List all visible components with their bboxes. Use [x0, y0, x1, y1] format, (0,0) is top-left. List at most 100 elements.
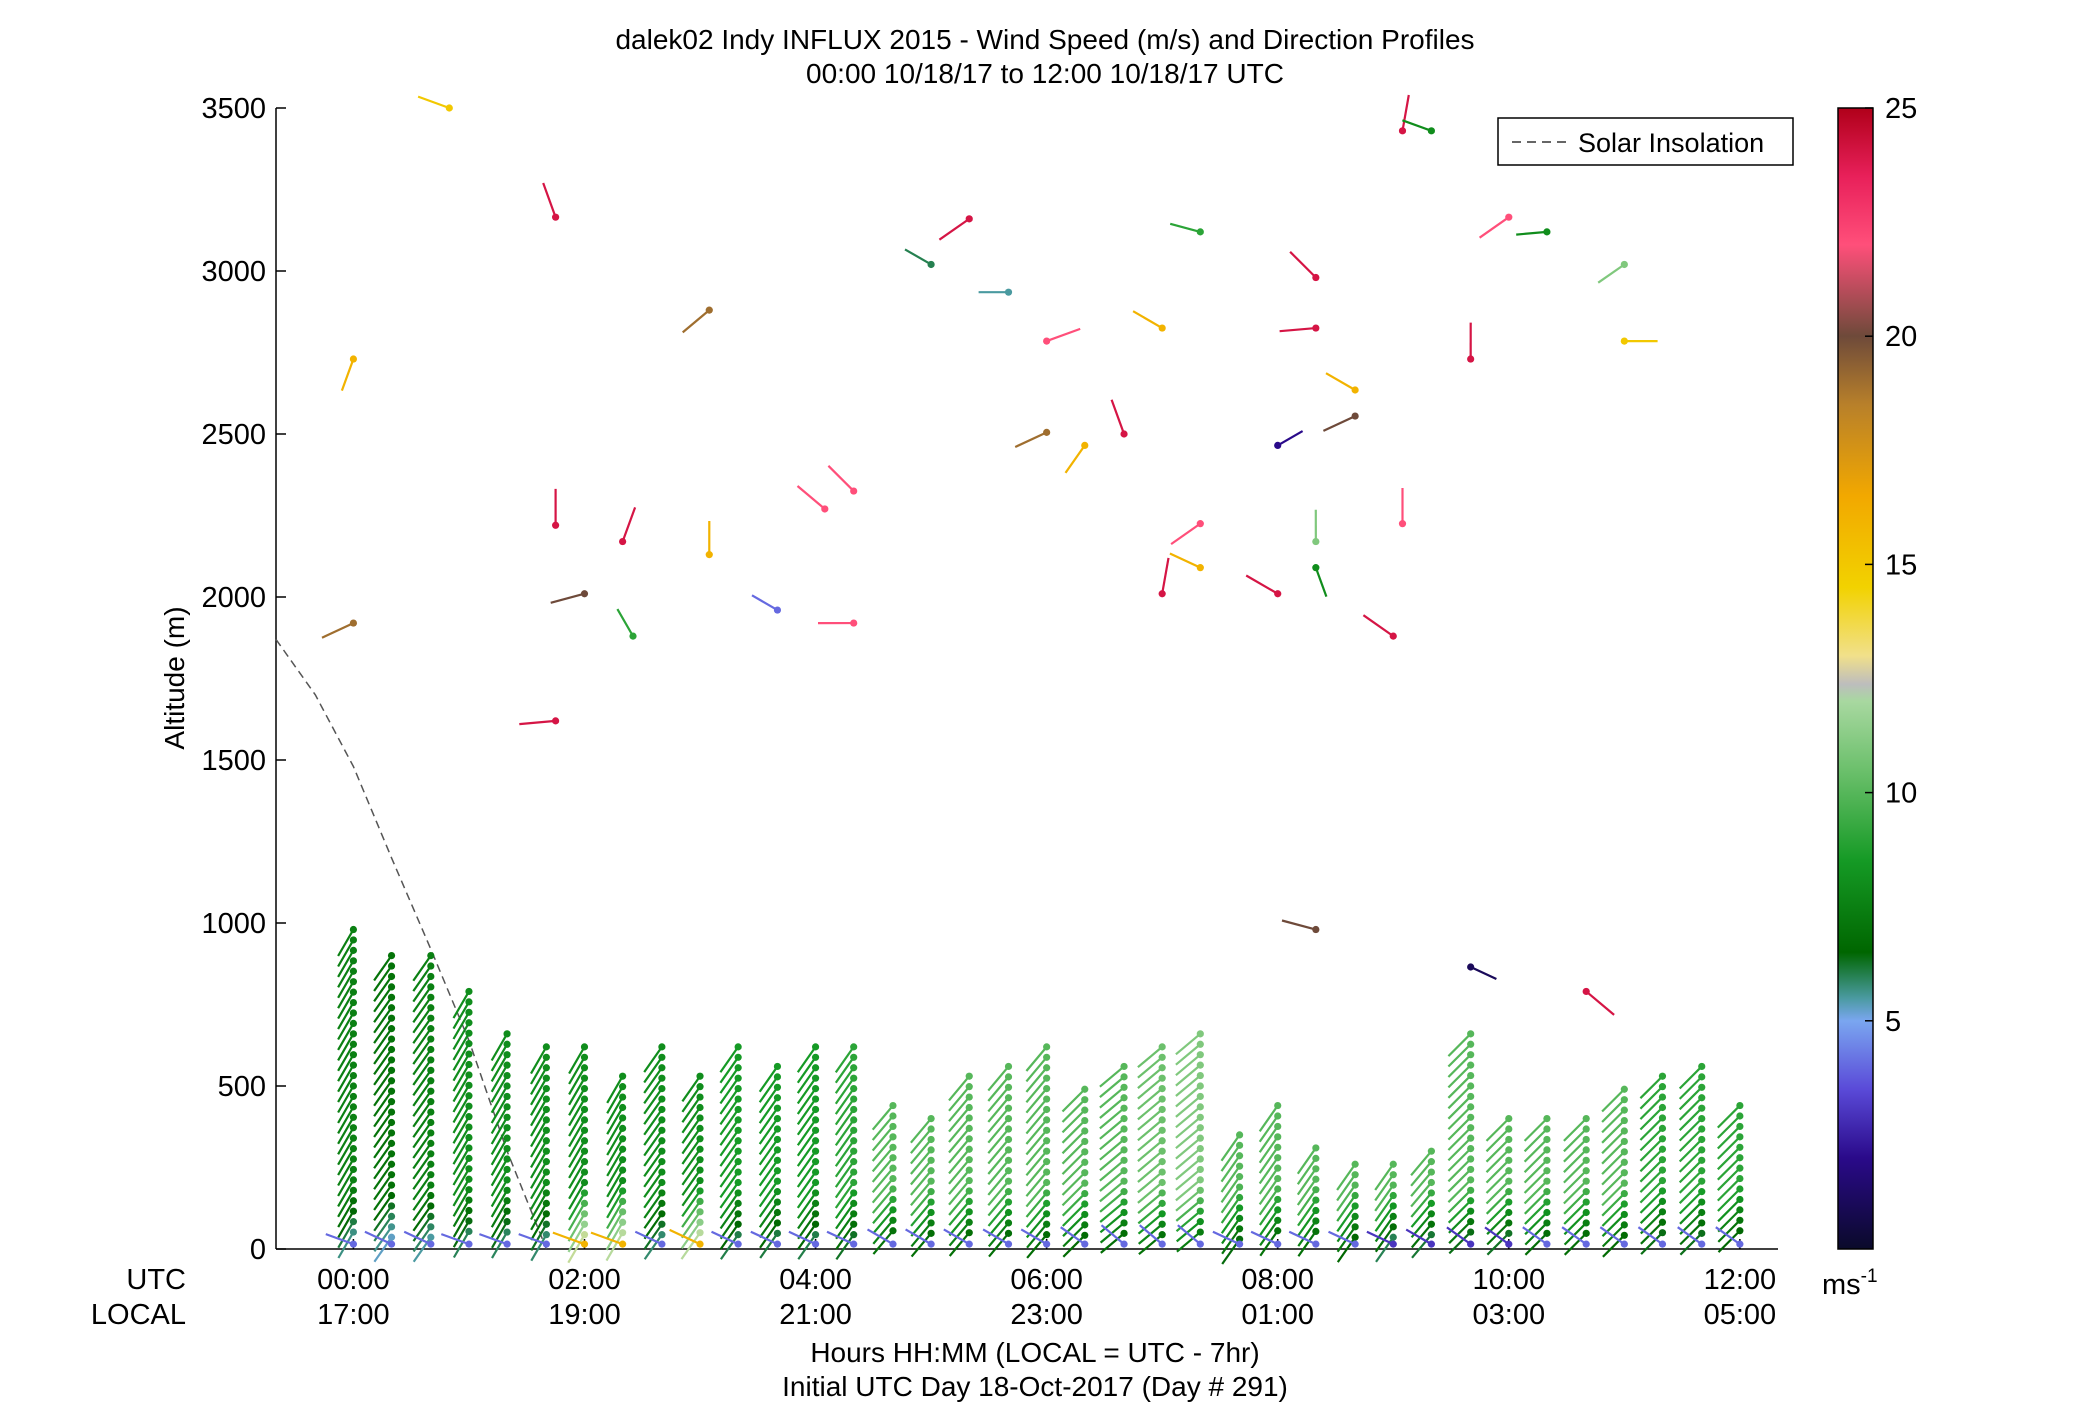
barb-point: [1158, 1158, 1166, 1166]
barb-point: [1235, 1240, 1244, 1248]
barb-point: [427, 983, 435, 991]
profile-barb: [1601, 1169, 1628, 1196]
barb-point: [1274, 1240, 1282, 1248]
profile-barb: [1602, 1231, 1628, 1258]
barb-staff: [948, 1117, 971, 1143]
barb-staff: [1405, 1228, 1432, 1246]
barb-staff: [337, 1179, 355, 1207]
barb-point: [503, 1186, 511, 1194]
barb-staff: [530, 1192, 548, 1221]
barb-point: [1158, 1199, 1166, 1207]
barb-staff: [337, 1054, 355, 1082]
profile-barb: [1601, 1179, 1628, 1207]
barb-staff: [1523, 1117, 1548, 1142]
profile-barb: [1640, 1218, 1667, 1245]
barb-point: [542, 1240, 550, 1248]
profile-barb: [568, 1116, 589, 1148]
barb-staff: [910, 1138, 932, 1165]
profile-barb: [643, 1095, 666, 1125]
profile-barb: [606, 1114, 627, 1146]
barb-point: [465, 1019, 473, 1027]
profile-barb: [1447, 1197, 1475, 1224]
barb-staff: [412, 1101, 432, 1128]
barb-staff: [948, 1221, 971, 1247]
barb-staff: [373, 1184, 393, 1211]
barb-staff: [1447, 1199, 1472, 1224]
profile-barb: [1563, 1229, 1590, 1256]
profile-barb: [1296, 1165, 1320, 1196]
profile-barb: [872, 1195, 897, 1225]
barb-point: [542, 1231, 550, 1239]
profile-barb: [948, 1145, 973, 1175]
profile-barb: [1678, 1083, 1706, 1111]
barb-point: [542, 1074, 550, 1082]
outlier-barb: [1169, 552, 1204, 572]
barb-point: [1235, 1141, 1244, 1149]
x-tick-label-utc: 02:00: [548, 1264, 621, 1296]
barb-point: [1120, 1094, 1128, 1102]
outlier-barb: [1132, 310, 1166, 332]
profile-barb: [452, 1217, 473, 1248]
profile-barb: [987, 1073, 1013, 1102]
barb-staff: [796, 1161, 817, 1188]
barb-point: [1158, 1085, 1166, 1093]
barb-point: [1235, 1225, 1244, 1233]
barb-point: [387, 1118, 396, 1127]
barb-point: [1467, 1061, 1475, 1069]
profile-barb: [1679, 1219, 1706, 1246]
barb-point: [1120, 1135, 1128, 1144]
barb-point: [1467, 1240, 1475, 1248]
profile-barb: [1601, 1148, 1628, 1175]
profile-barb: [1717, 1133, 1744, 1160]
barb-point: [349, 978, 358, 986]
barb-staff: [417, 95, 450, 110]
barb-staff: [337, 1221, 355, 1249]
barb-point: [542, 1064, 550, 1072]
barb-point: [965, 1176, 973, 1185]
barb-staff: [412, 1090, 432, 1117]
profile-barb: [1297, 1227, 1320, 1257]
barb-point: [1351, 1181, 1359, 1189]
profile-barb: [412, 1014, 435, 1044]
profile-barb: [412, 1233, 435, 1263]
barb-point: [1196, 1113, 1204, 1121]
profile-barb: [643, 1199, 666, 1229]
profile-barb: [910, 1177, 935, 1207]
barb-point: [349, 1144, 358, 1153]
barb-staff: [1061, 1171, 1086, 1196]
barb-point: [1543, 1177, 1551, 1185]
barb-staff: [1640, 1211, 1664, 1235]
barb-point: [465, 987, 473, 996]
barb-point: [889, 1133, 897, 1141]
barb-staff: [606, 1138, 624, 1167]
barb-point: [965, 1197, 973, 1206]
barb-point: [1043, 1147, 1051, 1155]
barb-point: [1698, 1198, 1706, 1206]
barb-staff: [1175, 1074, 1202, 1097]
surface-barb: [1288, 1230, 1320, 1248]
barb-staff: [834, 1160, 855, 1188]
barb-point: [427, 1181, 435, 1189]
barb-staff: [1523, 1159, 1548, 1184]
barb-staff: [1099, 1190, 1125, 1213]
barb-staff: [834, 1098, 855, 1126]
outlier-barb: [751, 594, 782, 614]
barb-staff: [606, 1190, 624, 1219]
barb-staff: [1599, 1226, 1625, 1246]
barb-staff: [337, 1116, 355, 1145]
barb-point: [1158, 324, 1166, 332]
profile-barb: [412, 1025, 435, 1055]
barb-staff: [1250, 1230, 1279, 1246]
barb-staff: [1717, 1198, 1741, 1223]
barb-point: [619, 1124, 627, 1132]
barb-point: [889, 1195, 897, 1204]
barb-staff: [796, 1077, 817, 1105]
profile-barb: [1563, 1198, 1590, 1225]
profile-barb: [1563, 1177, 1590, 1205]
barb-staff: [1601, 1140, 1626, 1165]
barb-staff: [1639, 1169, 1664, 1193]
profile-barb: [412, 1066, 435, 1097]
barb-point: [658, 1043, 666, 1051]
profile-barb: [681, 1114, 704, 1144]
